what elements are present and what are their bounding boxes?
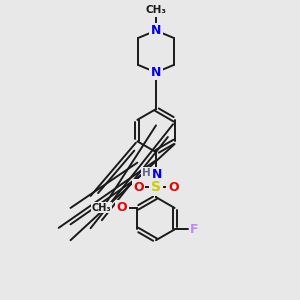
Text: CH₃: CH₃ xyxy=(92,203,111,213)
Text: S: S xyxy=(151,180,161,194)
Text: N: N xyxy=(151,24,161,37)
Text: O: O xyxy=(133,181,144,194)
Text: CH₃: CH₃ xyxy=(146,5,167,15)
Text: N: N xyxy=(151,66,161,79)
Text: O: O xyxy=(116,201,127,214)
Text: F: F xyxy=(190,223,199,236)
Text: O: O xyxy=(168,181,178,194)
Text: N: N xyxy=(152,168,163,181)
Text: H: H xyxy=(142,168,151,178)
